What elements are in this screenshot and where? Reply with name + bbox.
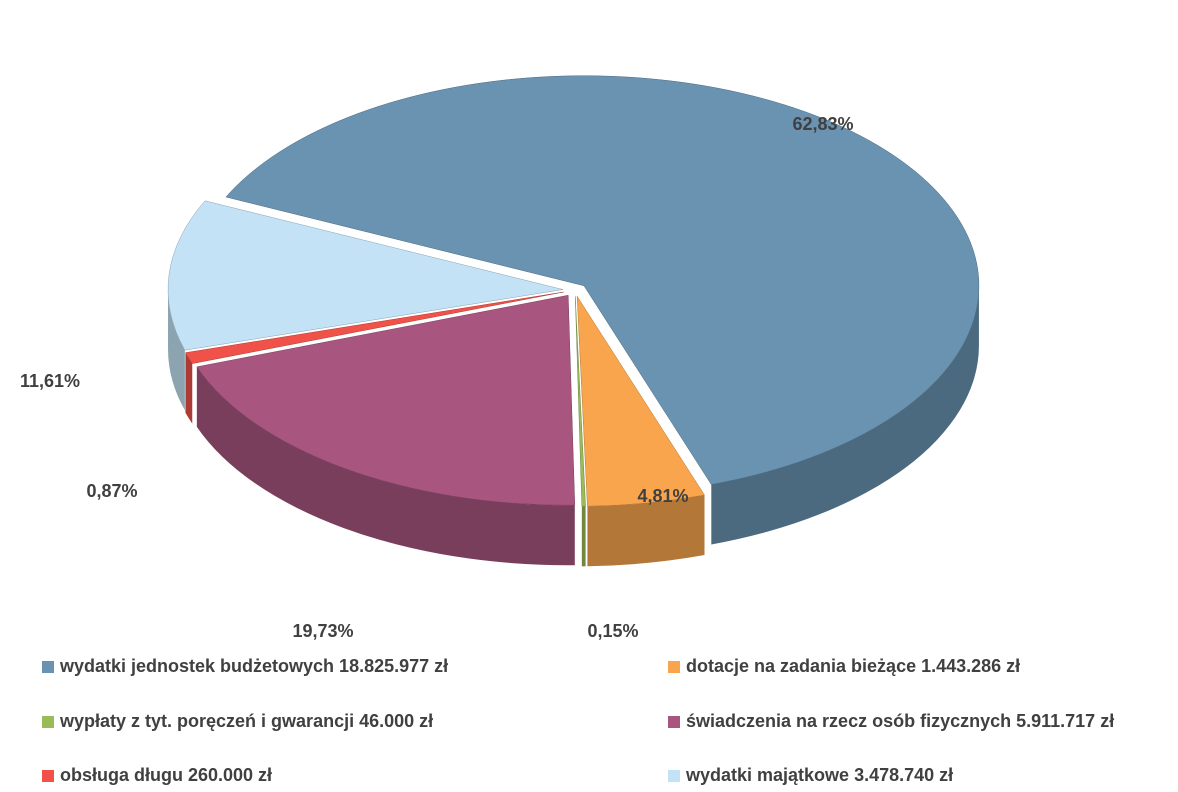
pie-tops — [167, 75, 980, 507]
slice-side — [587, 495, 705, 567]
data-label: 0,15% — [587, 621, 638, 641]
pie-sides — [168, 285, 979, 567]
legend-label: świadczenia na rzecz osób fizycznych 5.9… — [686, 711, 1114, 731]
slice — [225, 75, 980, 485]
legend-swatch — [42, 661, 54, 673]
legend-swatch — [42, 716, 54, 728]
legend-label: dotacje na zadania bieżące 1.443.286 zł — [686, 656, 1020, 676]
slice — [575, 296, 586, 507]
legend-label: wypłaty z tyt. poręczeń i gwarancji 46.0… — [59, 711, 433, 731]
slice — [576, 295, 705, 507]
legend-label: wydatki jednostek budżetowych 18.825.977… — [59, 656, 448, 676]
slice — [196, 294, 576, 506]
slice-side — [581, 506, 586, 567]
slice-side — [185, 352, 193, 424]
legend-label: obsługa długu 260.000 zł — [60, 765, 272, 785]
data-label: 11,61% — [20, 371, 80, 391]
data-label: 62,83% — [792, 114, 853, 134]
slice-side — [711, 285, 979, 545]
slice — [167, 200, 564, 351]
legend-label: wydatki majątkowe 3.478.740 zł — [685, 765, 953, 785]
data-label: 4,81% — [637, 486, 688, 506]
slice — [185, 291, 564, 364]
data-label: 19,73% — [292, 621, 353, 641]
data-label: 0,87% — [86, 481, 137, 501]
legend-swatch — [668, 716, 680, 728]
legend-swatch — [668, 661, 680, 673]
slice-side — [196, 366, 575, 566]
slice-side — [168, 289, 185, 411]
legend-swatch — [42, 770, 54, 782]
legend-swatch — [668, 770, 680, 782]
